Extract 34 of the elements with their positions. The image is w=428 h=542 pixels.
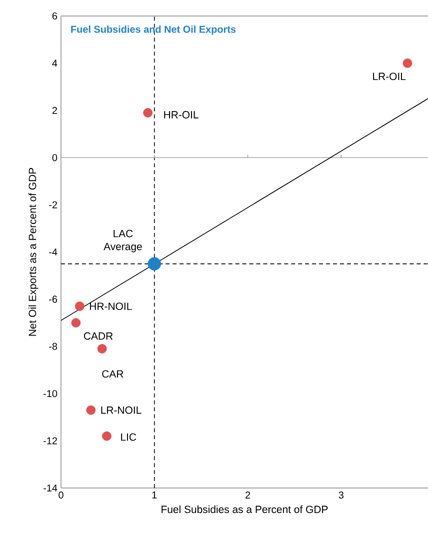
y-tick-label: 6 [52, 12, 58, 20]
series-label: LR-NOIL [101, 406, 142, 414]
point [143, 108, 153, 118]
point [97, 344, 107, 354]
point [402, 58, 412, 68]
series-label: HR-OIL [164, 111, 198, 118]
y-tick-label: 0 [52, 154, 58, 162]
series-label: HR-NOIL [90, 302, 132, 310]
point [74, 302, 84, 311]
series-label: LR-OIL [373, 72, 406, 80]
series-label: CADR [84, 332, 113, 340]
series-label: LIC [121, 433, 136, 441]
y-tick-label: -10 [44, 390, 58, 398]
y-tick-label: -8 [49, 342, 58, 350]
point [102, 431, 112, 441]
x-tick-label: 0 [58, 492, 64, 499]
y-tick-label: -2 [49, 201, 57, 208]
x-tick-label: 3 [338, 492, 344, 499]
y-tick-label: 4 [52, 60, 58, 67]
point [86, 405, 96, 415]
x-tick-label: 1 [152, 492, 157, 498]
y-tick-label: -12 [44, 437, 57, 444]
point [148, 257, 162, 270]
y-tick-label: 2 [52, 106, 57, 114]
y-tick-label: -6 [49, 296, 58, 303]
x-axis-title: Fuel Subsidies as a Percent of GDP [162, 505, 328, 514]
y-tick-label: -4 [49, 248, 58, 256]
text: Fuel Subsidies and Net Oil Exports [71, 25, 236, 35]
y-tick-label: -14 [44, 484, 58, 492]
series-label: LAC Average [104, 230, 142, 252]
y-axis-title: Net Oil Exports as a Percent of GDP [28, 168, 38, 336]
series-label: CAR [102, 370, 124, 378]
point [71, 318, 81, 328]
x-tick-label: 2 [246, 492, 250, 498]
